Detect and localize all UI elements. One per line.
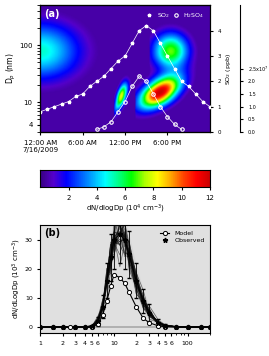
Observed xyxy=(123,238,126,242)
H$_2$SO$_4$ xyxy=(123,99,127,104)
SO$_2$ xyxy=(187,84,190,89)
H$_2$SO$_4$ xyxy=(116,110,120,114)
Model xyxy=(175,325,178,329)
Observed xyxy=(61,325,64,329)
SO$_2$ xyxy=(116,59,120,63)
Model xyxy=(96,322,99,326)
Observed xyxy=(52,325,55,329)
H$_2$SO$_4$ xyxy=(102,125,105,129)
SO$_2$ xyxy=(137,28,141,33)
Model xyxy=(208,325,211,329)
Y-axis label: SO$_2$ (ppb): SO$_2$ (ppb) xyxy=(224,53,233,85)
SO$_2$ xyxy=(60,102,63,106)
SO$_2$ xyxy=(130,41,134,46)
Observed xyxy=(142,299,145,303)
Model xyxy=(142,316,145,320)
Model xyxy=(61,325,64,329)
SO$_2$ xyxy=(173,67,176,71)
H$_2$SO$_4$ xyxy=(166,115,169,119)
Legend: Model, Observed: Model, Observed xyxy=(158,228,207,245)
Observed xyxy=(175,325,178,329)
Observed xyxy=(105,278,108,283)
SO$_2$ xyxy=(159,41,162,46)
Observed xyxy=(39,325,42,329)
Observed xyxy=(199,325,202,329)
Observed xyxy=(157,320,160,325)
Model xyxy=(128,290,131,294)
SO$_2$ xyxy=(208,104,211,109)
Observed xyxy=(90,324,93,329)
Model xyxy=(90,325,93,329)
Line: Model: Model xyxy=(38,273,212,329)
Observed xyxy=(164,324,167,328)
H$_2$SO$_4$ xyxy=(173,122,176,126)
H$_2$SO$_4$ xyxy=(159,104,162,109)
Text: (a): (a) xyxy=(44,9,59,19)
Model xyxy=(134,304,138,309)
Model xyxy=(123,281,126,286)
Observed xyxy=(147,310,151,315)
Observed xyxy=(83,325,86,329)
Model xyxy=(39,325,42,329)
H$_2$SO$_4$ xyxy=(180,127,183,132)
Line: Observed: Observed xyxy=(38,231,212,329)
Model xyxy=(101,313,104,318)
SO$_2$ xyxy=(201,99,204,104)
H$_2$SO$_4$ xyxy=(145,79,148,83)
H$_2$SO$_4$ xyxy=(152,92,155,96)
Observed xyxy=(134,278,138,283)
SO$_2$ xyxy=(152,28,155,33)
H$_2$SO$_4$ xyxy=(130,84,134,89)
Model xyxy=(157,324,160,328)
Model xyxy=(109,284,112,288)
X-axis label: dN/dlogDp (10$^4$ cm$^{-3}$): dN/dlogDp (10$^4$ cm$^{-3}$) xyxy=(86,203,164,215)
H$_2$SO$_4$ xyxy=(109,120,112,124)
SO$_2$ xyxy=(109,67,112,71)
SO$_2$ xyxy=(88,84,91,89)
Observed xyxy=(96,319,99,323)
SO$_2$ xyxy=(81,92,84,96)
Observed xyxy=(128,252,131,256)
Line: SO$_2$: SO$_2$ xyxy=(39,24,211,114)
H$_2$SO$_4$ xyxy=(137,74,141,78)
Observed xyxy=(74,325,77,329)
Observed xyxy=(112,238,116,242)
SO$_2$ xyxy=(53,104,56,109)
Y-axis label: D$_p$ (nm): D$_p$ (nm) xyxy=(5,53,18,84)
Y-axis label: dN/dLogDp (10$^3$ cm$^{-3}$): dN/dLogDp (10$^3$ cm$^{-3}$) xyxy=(11,239,23,319)
Model xyxy=(112,273,116,277)
SO$_2$ xyxy=(123,54,127,58)
SO$_2$ xyxy=(102,74,105,78)
SO$_2$ xyxy=(39,110,42,114)
SO$_2$ xyxy=(145,23,148,28)
Observed xyxy=(208,325,211,329)
Model xyxy=(74,325,77,329)
SO$_2$ xyxy=(74,94,77,99)
Model xyxy=(164,325,167,329)
Model xyxy=(83,325,86,329)
SO$_2$ xyxy=(180,79,183,83)
Model xyxy=(52,325,55,329)
SO$_2$ xyxy=(194,92,197,96)
SO$_2$ xyxy=(67,99,70,104)
Model xyxy=(199,325,202,329)
Observed xyxy=(186,325,189,329)
Observed xyxy=(109,255,112,260)
Model xyxy=(68,325,71,329)
Model xyxy=(118,276,121,280)
Observed xyxy=(101,304,104,309)
Text: (b): (b) xyxy=(44,229,60,239)
Observed xyxy=(118,232,121,236)
Line: H$_2$SO$_4$: H$_2$SO$_4$ xyxy=(95,74,183,131)
Model xyxy=(105,299,108,303)
SO$_2$ xyxy=(95,79,98,83)
Model xyxy=(147,320,151,325)
H$_2$SO$_4$ xyxy=(95,127,98,132)
SO$_2$ xyxy=(46,107,49,111)
Model xyxy=(186,325,189,329)
SO$_2$ xyxy=(166,54,169,58)
Legend: SO$_2$, H$_2$SO$_4$: SO$_2$, H$_2$SO$_4$ xyxy=(144,9,207,22)
